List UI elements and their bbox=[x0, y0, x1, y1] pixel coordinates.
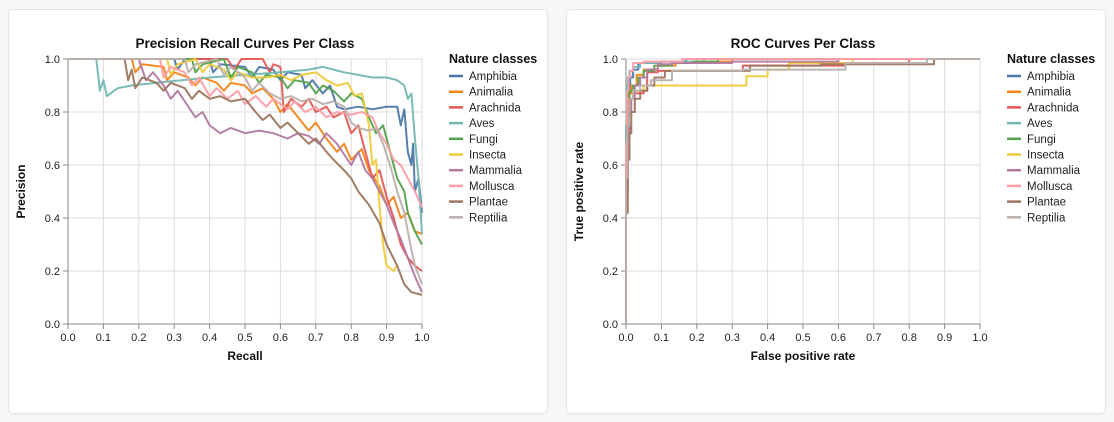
x-tick-label: 0.3 bbox=[167, 332, 182, 344]
pr-curves-chart: 0.0 0.1 0.2 0.3 0.4 0.5 0.6 0.7 0.8 0.9 1.0 0.0 0.2 0… bbox=[14, 36, 537, 363]
series-line-reptilia bbox=[68, 58, 423, 285]
legend-label: Reptilia bbox=[1027, 212, 1066, 224]
legend-label: Reptilia bbox=[469, 212, 508, 224]
x-tick-label: 0.8 bbox=[902, 332, 917, 344]
x-tick-label: 0.8 bbox=[344, 332, 359, 344]
series-line-insecta bbox=[68, 58, 399, 272]
x-tick-label: 1.0 bbox=[414, 332, 429, 344]
legend-item-insecta: Insecta bbox=[449, 150, 507, 162]
x-tick-label: 0.4 bbox=[202, 332, 217, 344]
chart-title: Precision Recall Curves Per Class bbox=[135, 36, 354, 51]
legend-label: Animalia bbox=[469, 87, 514, 99]
legend-item-arachnida: Arachnida bbox=[449, 102, 521, 114]
x-tick-label: 0.5 bbox=[237, 332, 252, 344]
series-line-aves bbox=[68, 58, 423, 234]
x-tick-label: 0.0 bbox=[60, 332, 75, 344]
y-axis-label: True positive rate bbox=[572, 141, 586, 241]
chart-title: ROC Curves Per Class bbox=[731, 36, 876, 51]
legend-item-amphibia: Amphibia bbox=[449, 71, 518, 83]
legend-label: Animalia bbox=[1027, 87, 1072, 99]
y-tick-label: 0.8 bbox=[45, 107, 60, 119]
legend-label: Amphibia bbox=[469, 71, 518, 83]
legend-label: Amphibia bbox=[1027, 71, 1076, 83]
x-tick-label: 0.7 bbox=[308, 332, 323, 344]
y-tick-label: 1.0 bbox=[45, 54, 60, 66]
y-tick-label: 0.2 bbox=[603, 266, 618, 278]
y-tick-label: 0.0 bbox=[603, 319, 618, 331]
y-tick-label: 1.0 bbox=[603, 54, 618, 66]
x-tick-label: 0.4 bbox=[760, 332, 775, 344]
legend-label: Mammalia bbox=[469, 165, 523, 177]
legend-item-animalia: Animalia bbox=[449, 87, 514, 99]
series-line-arachnida bbox=[68, 58, 423, 272]
roc-curves-panel[interactable]: 0.0 0.1 0.2 0.3 0.4 0.5 0.6 0.7 0.8 0.9 1.0 0.0 0.2 0… bbox=[566, 9, 1106, 414]
x-tick-label: 0.7 bbox=[866, 332, 881, 344]
legend-item-mammalia: Mammalia bbox=[1007, 165, 1081, 177]
y-tick-label: 0.2 bbox=[45, 266, 60, 278]
legend-label: Mammalia bbox=[1027, 165, 1081, 177]
series-line-amphibia bbox=[68, 58, 423, 213]
y-axis-label: Precision bbox=[14, 164, 28, 218]
legend-label: Fungi bbox=[1027, 134, 1056, 146]
x-tick-label: 0.1 bbox=[654, 332, 669, 344]
x-tick-label: 0.2 bbox=[131, 332, 146, 344]
legend-item-fungi: Fungi bbox=[449, 134, 498, 146]
legend-item-plantae: Plantae bbox=[449, 197, 508, 209]
x-tick-label: 0.5 bbox=[795, 332, 810, 344]
y-tick-label: 0.6 bbox=[45, 160, 60, 172]
series-line-plantae bbox=[625, 58, 980, 324]
legend-title: Nature classes bbox=[1007, 52, 1095, 66]
series-line-fungi bbox=[68, 58, 423, 245]
x-tick-label: 0.2 bbox=[689, 332, 704, 344]
legend-label: Mollusca bbox=[469, 181, 515, 193]
legend-label: Insecta bbox=[469, 150, 507, 162]
legend-item-mammalia: Mammalia bbox=[449, 165, 523, 177]
legend-label: Plantae bbox=[469, 197, 508, 209]
legend-item-reptilia: Reptilia bbox=[449, 212, 508, 224]
legend-label: Insecta bbox=[1027, 150, 1065, 162]
y-tick-label: 0.8 bbox=[603, 107, 618, 119]
legend-item-amphibia: Amphibia bbox=[1007, 71, 1076, 83]
legend-label: Plantae bbox=[1027, 197, 1066, 209]
x-tick-label: 0.6 bbox=[831, 332, 846, 344]
series-line-plantae bbox=[68, 58, 423, 296]
y-tick-label: 0.4 bbox=[45, 213, 60, 225]
y-tick-label: 0.6 bbox=[603, 160, 618, 172]
series-line-reptilia bbox=[625, 58, 980, 324]
x-tick-label: 1.0 bbox=[972, 332, 987, 344]
legend-item-insecta: Insecta bbox=[1007, 150, 1065, 162]
y-tick-label: 0.4 bbox=[603, 213, 618, 225]
legend-label: Aves bbox=[469, 118, 495, 130]
legend-item-mollusca: Mollusca bbox=[1007, 181, 1073, 193]
pr-curves-panel[interactable]: 0.0 0.1 0.2 0.3 0.4 0.5 0.6 0.7 0.8 0.9 1.0 0.0 0.2 0… bbox=[8, 9, 548, 414]
legend-item-aves: Aves bbox=[1007, 118, 1053, 130]
x-tick-label: 0.9 bbox=[937, 332, 952, 344]
legend-item-plantae: Plantae bbox=[1007, 197, 1066, 209]
series-line-mammalia bbox=[68, 58, 423, 293]
legend-title: Nature classes bbox=[449, 52, 537, 66]
x-axis-label: Recall bbox=[227, 349, 262, 363]
legend-label: Arachnida bbox=[469, 102, 521, 114]
legend-item-aves: Aves bbox=[449, 118, 495, 130]
legend-label: Mollusca bbox=[1027, 181, 1073, 193]
x-tick-label: 0.6 bbox=[273, 332, 288, 344]
legend-label: Arachnida bbox=[1027, 102, 1079, 114]
legend-item-arachnida: Arachnida bbox=[1007, 102, 1079, 114]
x-axis-label: False positive rate bbox=[751, 349, 856, 363]
legend-item-mollusca: Mollusca bbox=[449, 181, 515, 193]
series-line-mollusca bbox=[68, 58, 423, 208]
x-tick-label: 0.0 bbox=[618, 332, 633, 344]
x-tick-label: 0.3 bbox=[725, 332, 740, 344]
roc-curves-chart: 0.0 0.1 0.2 0.3 0.4 0.5 0.6 0.7 0.8 0.9 1.0 0.0 0.2 0… bbox=[572, 36, 1095, 363]
legend-item-fungi: Fungi bbox=[1007, 134, 1056, 146]
legend-label: Aves bbox=[1027, 118, 1053, 130]
legend-item-animalia: Animalia bbox=[1007, 87, 1072, 99]
x-tick-label: 0.1 bbox=[96, 332, 111, 344]
legend-item-reptilia: Reptilia bbox=[1007, 212, 1066, 224]
y-tick-label: 0.0 bbox=[45, 319, 60, 331]
legend-label: Fungi bbox=[469, 134, 498, 146]
x-tick-label: 0.9 bbox=[379, 332, 394, 344]
